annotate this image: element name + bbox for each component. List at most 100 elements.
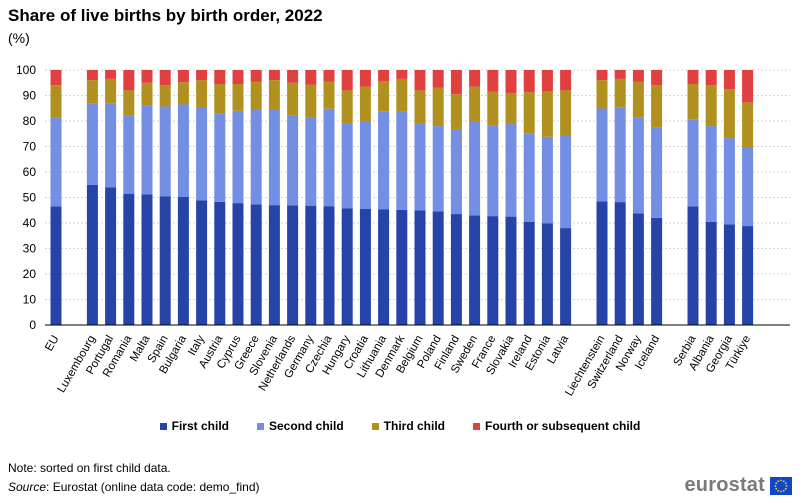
bar-segment [323, 81, 335, 109]
bar-segment [123, 193, 135, 325]
bar-segment [86, 103, 98, 185]
bar-segment [560, 90, 572, 136]
eu-star [780, 490, 782, 492]
bar-segment [742, 70, 754, 103]
y-tick-label: 90 [23, 89, 37, 103]
bar-segment [341, 123, 353, 209]
legend-item: Third child [371, 419, 446, 433]
y-tick-label: 50 [23, 191, 37, 205]
legend-label: Fourth or subsequent child [485, 419, 641, 433]
bar-segment [414, 123, 426, 211]
bar-segment [50, 117, 62, 207]
bar-segment [541, 91, 553, 137]
bar-segment [141, 70, 153, 83]
bar-segment [287, 82, 299, 116]
legend-label: Third child [383, 419, 446, 433]
bar-segment [523, 133, 535, 222]
bar-segment [177, 82, 189, 105]
source-line: Source: Eurostat (online data code: demo… [8, 480, 260, 494]
eurostat-logo: eurostat [684, 474, 792, 497]
bar-segment [141, 82, 153, 106]
bar-segment [250, 109, 262, 205]
bar-segment [250, 70, 262, 82]
unit-label: (%) [8, 30, 30, 46]
bar-segment [177, 104, 189, 197]
bar-segment [287, 205, 299, 325]
bar-segment [305, 116, 317, 206]
bar-segment [378, 209, 390, 325]
eu-star [780, 479, 782, 481]
eu-star [777, 479, 780, 482]
bar-segment [523, 70, 535, 93]
x-tick-label: EU [43, 334, 61, 354]
bar-segment [86, 80, 98, 104]
eu-star [785, 484, 788, 487]
bar-segment [651, 70, 663, 86]
legend-item: First child [159, 419, 229, 433]
y-tick-label: 20 [23, 267, 37, 281]
chart-title: Share of live births by birth order, 202… [8, 6, 323, 25]
bar-segment [359, 208, 371, 325]
bar-segment [196, 80, 208, 107]
bar-segment [396, 209, 408, 325]
bar-segment [687, 119, 699, 207]
bar-segment [250, 81, 262, 110]
bar-segment [705, 221, 717, 325]
bar-segment [305, 70, 317, 85]
source-text: : Eurostat (online data code: demo_find) [46, 480, 260, 494]
bar-segment [687, 206, 699, 325]
bar-segment [560, 135, 572, 229]
y-tick-label: 80 [23, 114, 37, 128]
legend-swatch [371, 423, 379, 431]
bar-segment [450, 214, 462, 325]
eu-star [775, 481, 778, 484]
bar-segment [177, 196, 189, 325]
bar-segment [432, 211, 444, 325]
legend-swatch [473, 423, 481, 431]
bar-segment [560, 228, 572, 325]
legend-swatch [159, 423, 167, 431]
bar-segment [105, 187, 117, 325]
bar-segment [487, 70, 499, 92]
bar-segment [723, 224, 735, 325]
bar-segment [596, 70, 608, 81]
bar-segment [523, 221, 535, 325]
bar-segment [596, 80, 608, 109]
bar-segment [469, 215, 481, 325]
legend-swatch [256, 423, 264, 431]
bar-segment [378, 70, 390, 81]
bar-segment [450, 129, 462, 215]
bar-segment [505, 92, 517, 125]
bar-segment [268, 70, 280, 81]
eu-star [775, 487, 778, 490]
bar-segment [250, 204, 262, 325]
bar-segment [432, 87, 444, 127]
bar-segment [232, 70, 244, 85]
y-tick-label: 10 [23, 293, 37, 307]
bar-segment [323, 108, 335, 207]
stacked-bar-chart: 0102030405060708090100EULuxembourgPortug… [16, 63, 790, 398]
bar-segment [614, 202, 626, 325]
bar-segment [305, 84, 317, 117]
bar-segment [86, 70, 98, 81]
bar-segment [450, 94, 462, 130]
bar-segment [378, 111, 390, 210]
bar-segment [705, 70, 717, 86]
bar-segment [341, 208, 353, 325]
bar-segment [541, 223, 553, 325]
bar-segment [141, 194, 153, 325]
bar-segment [632, 70, 644, 82]
bar-segment [50, 70, 62, 86]
bar-segment [432, 70, 444, 88]
bar-segment [141, 105, 153, 195]
bar-segment [596, 108, 608, 202]
bar-segment [614, 70, 626, 79]
bar-segment [105, 103, 117, 188]
bar-segment [469, 70, 481, 87]
bar-segment [123, 70, 135, 91]
bar-segment [505, 70, 517, 93]
bar-segment [341, 90, 353, 124]
bar-segment [214, 70, 226, 85]
bar-segment [268, 109, 280, 206]
bar-segment [632, 81, 644, 118]
